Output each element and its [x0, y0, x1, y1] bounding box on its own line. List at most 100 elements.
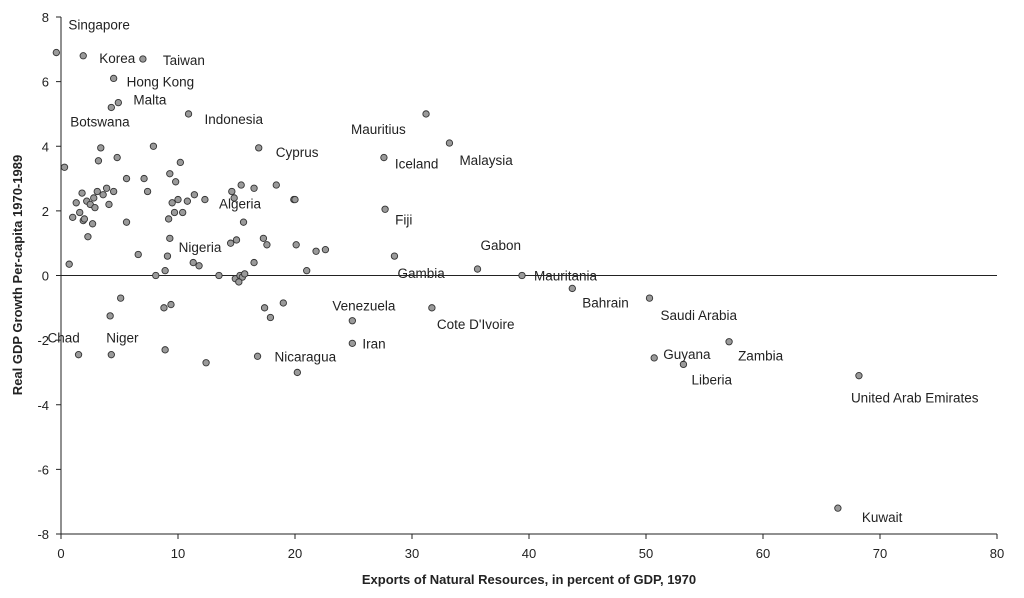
data-point — [91, 203, 99, 212]
data-point-cyprus — [255, 144, 263, 152]
data-point-taiwan — [139, 55, 147, 63]
data-point — [166, 170, 174, 178]
data-point — [232, 236, 241, 244]
label-cyprus: Cyprus — [276, 145, 319, 160]
data-point — [122, 218, 131, 226]
label-mauritania: Mauritania — [534, 269, 598, 284]
label-mauritius: Mauritius — [351, 122, 406, 137]
data-point — [230, 194, 238, 202]
data-point-fiji — [381, 205, 389, 213]
x-tick-label: 0 — [57, 546, 64, 561]
label-malaysia: Malaysia — [459, 153, 513, 168]
y-tick-label: -8 — [37, 527, 49, 542]
y-tick-label: 0 — [42, 269, 49, 284]
data-point — [164, 215, 173, 223]
data-point — [65, 260, 73, 268]
data-point — [170, 208, 179, 217]
data-point — [166, 234, 174, 242]
label-venezuela: Venezuela — [332, 299, 396, 314]
label-hong-kong: Hong Kong — [127, 74, 195, 89]
label-bahrain: Bahrain — [582, 295, 629, 310]
data-points — [52, 48, 863, 512]
data-point — [152, 271, 160, 280]
data-point — [201, 195, 209, 204]
data-point — [94, 157, 103, 165]
x-tick-label: 20 — [288, 546, 302, 561]
data-point-singapore — [52, 48, 60, 57]
data-point-malta — [114, 98, 122, 107]
x-tick-label: 30 — [405, 546, 419, 561]
data-point — [161, 346, 169, 354]
data-point — [134, 250, 142, 259]
data-point — [293, 368, 301, 377]
data-point-united-arab-emirates — [855, 372, 863, 380]
data-point — [113, 153, 121, 162]
data-point — [259, 234, 268, 242]
data-point — [168, 199, 176, 207]
data-point — [266, 313, 275, 322]
data-point — [195, 262, 203, 270]
label-botswana: Botswana — [70, 114, 130, 129]
data-point — [303, 267, 311, 275]
data-point — [72, 199, 80, 207]
data-point — [84, 233, 92, 241]
data-point — [140, 174, 148, 183]
data-point-nigeria — [226, 239, 235, 247]
data-point-indonesia — [184, 110, 193, 118]
data-point — [215, 271, 223, 280]
label-malta: Malta — [133, 93, 167, 108]
data-point — [60, 163, 69, 171]
x-tick-label: 70 — [873, 546, 887, 561]
data-point-iran — [348, 339, 356, 348]
data-point — [250, 258, 258, 267]
data-point — [272, 181, 280, 189]
y-tick-label: -4 — [37, 398, 49, 413]
data-point-venezuela — [348, 317, 356, 325]
data-point — [80, 215, 89, 223]
data-point — [76, 208, 84, 217]
x-tick-label: 40 — [522, 546, 536, 561]
label-indonesia: Indonesia — [205, 112, 264, 127]
data-point-chad — [74, 351, 83, 359]
label-singapore: Singapore — [68, 18, 130, 33]
data-point-korea — [79, 52, 87, 60]
data-point — [122, 174, 131, 183]
label-iceland: Iceland — [395, 157, 439, 172]
y-tick-label: 6 — [42, 75, 49, 90]
label-fiji: Fiji — [395, 212, 412, 227]
data-point-algeria — [291, 195, 299, 204]
x-tick-label: 80 — [990, 546, 1004, 561]
label-saudi-arabia: Saudi Arabia — [661, 308, 738, 323]
data-point — [260, 304, 269, 312]
data-point — [183, 197, 192, 205]
data-point-saudi-arabia — [645, 294, 654, 302]
data-point-malaysia — [445, 139, 454, 147]
data-point — [149, 142, 158, 150]
data-point — [239, 218, 248, 226]
data-point — [99, 191, 107, 199]
label-chad: Chad — [48, 331, 80, 346]
data-point — [172, 178, 180, 186]
label-nicaragua: Nicaragua — [275, 349, 337, 364]
data-point — [106, 312, 114, 320]
data-point — [69, 213, 77, 221]
data-point — [179, 208, 187, 217]
label-guyana: Guyana — [663, 347, 711, 362]
data-point-iceland — [380, 153, 388, 162]
data-point — [321, 245, 330, 254]
data-point-nicaragua — [253, 352, 262, 360]
data-point — [90, 194, 98, 202]
label-zambia: Zambia — [738, 349, 784, 364]
point-labels: Singapore Korea Taiwan Hong Kong MaltaBotswa… — [48, 18, 979, 526]
data-point-niger — [107, 351, 115, 359]
data-point-hong-kong — [110, 74, 118, 83]
data-point — [105, 200, 113, 209]
data-point-kuwait — [834, 504, 842, 512]
label-cote-d-ivoire: Cote D'Ivoire — [437, 317, 515, 332]
x-tick-label: 60 — [756, 546, 770, 561]
data-point — [189, 258, 197, 267]
x-axis-title: Exports of Natural Resources, in percent… — [362, 572, 696, 587]
data-point — [228, 187, 236, 196]
